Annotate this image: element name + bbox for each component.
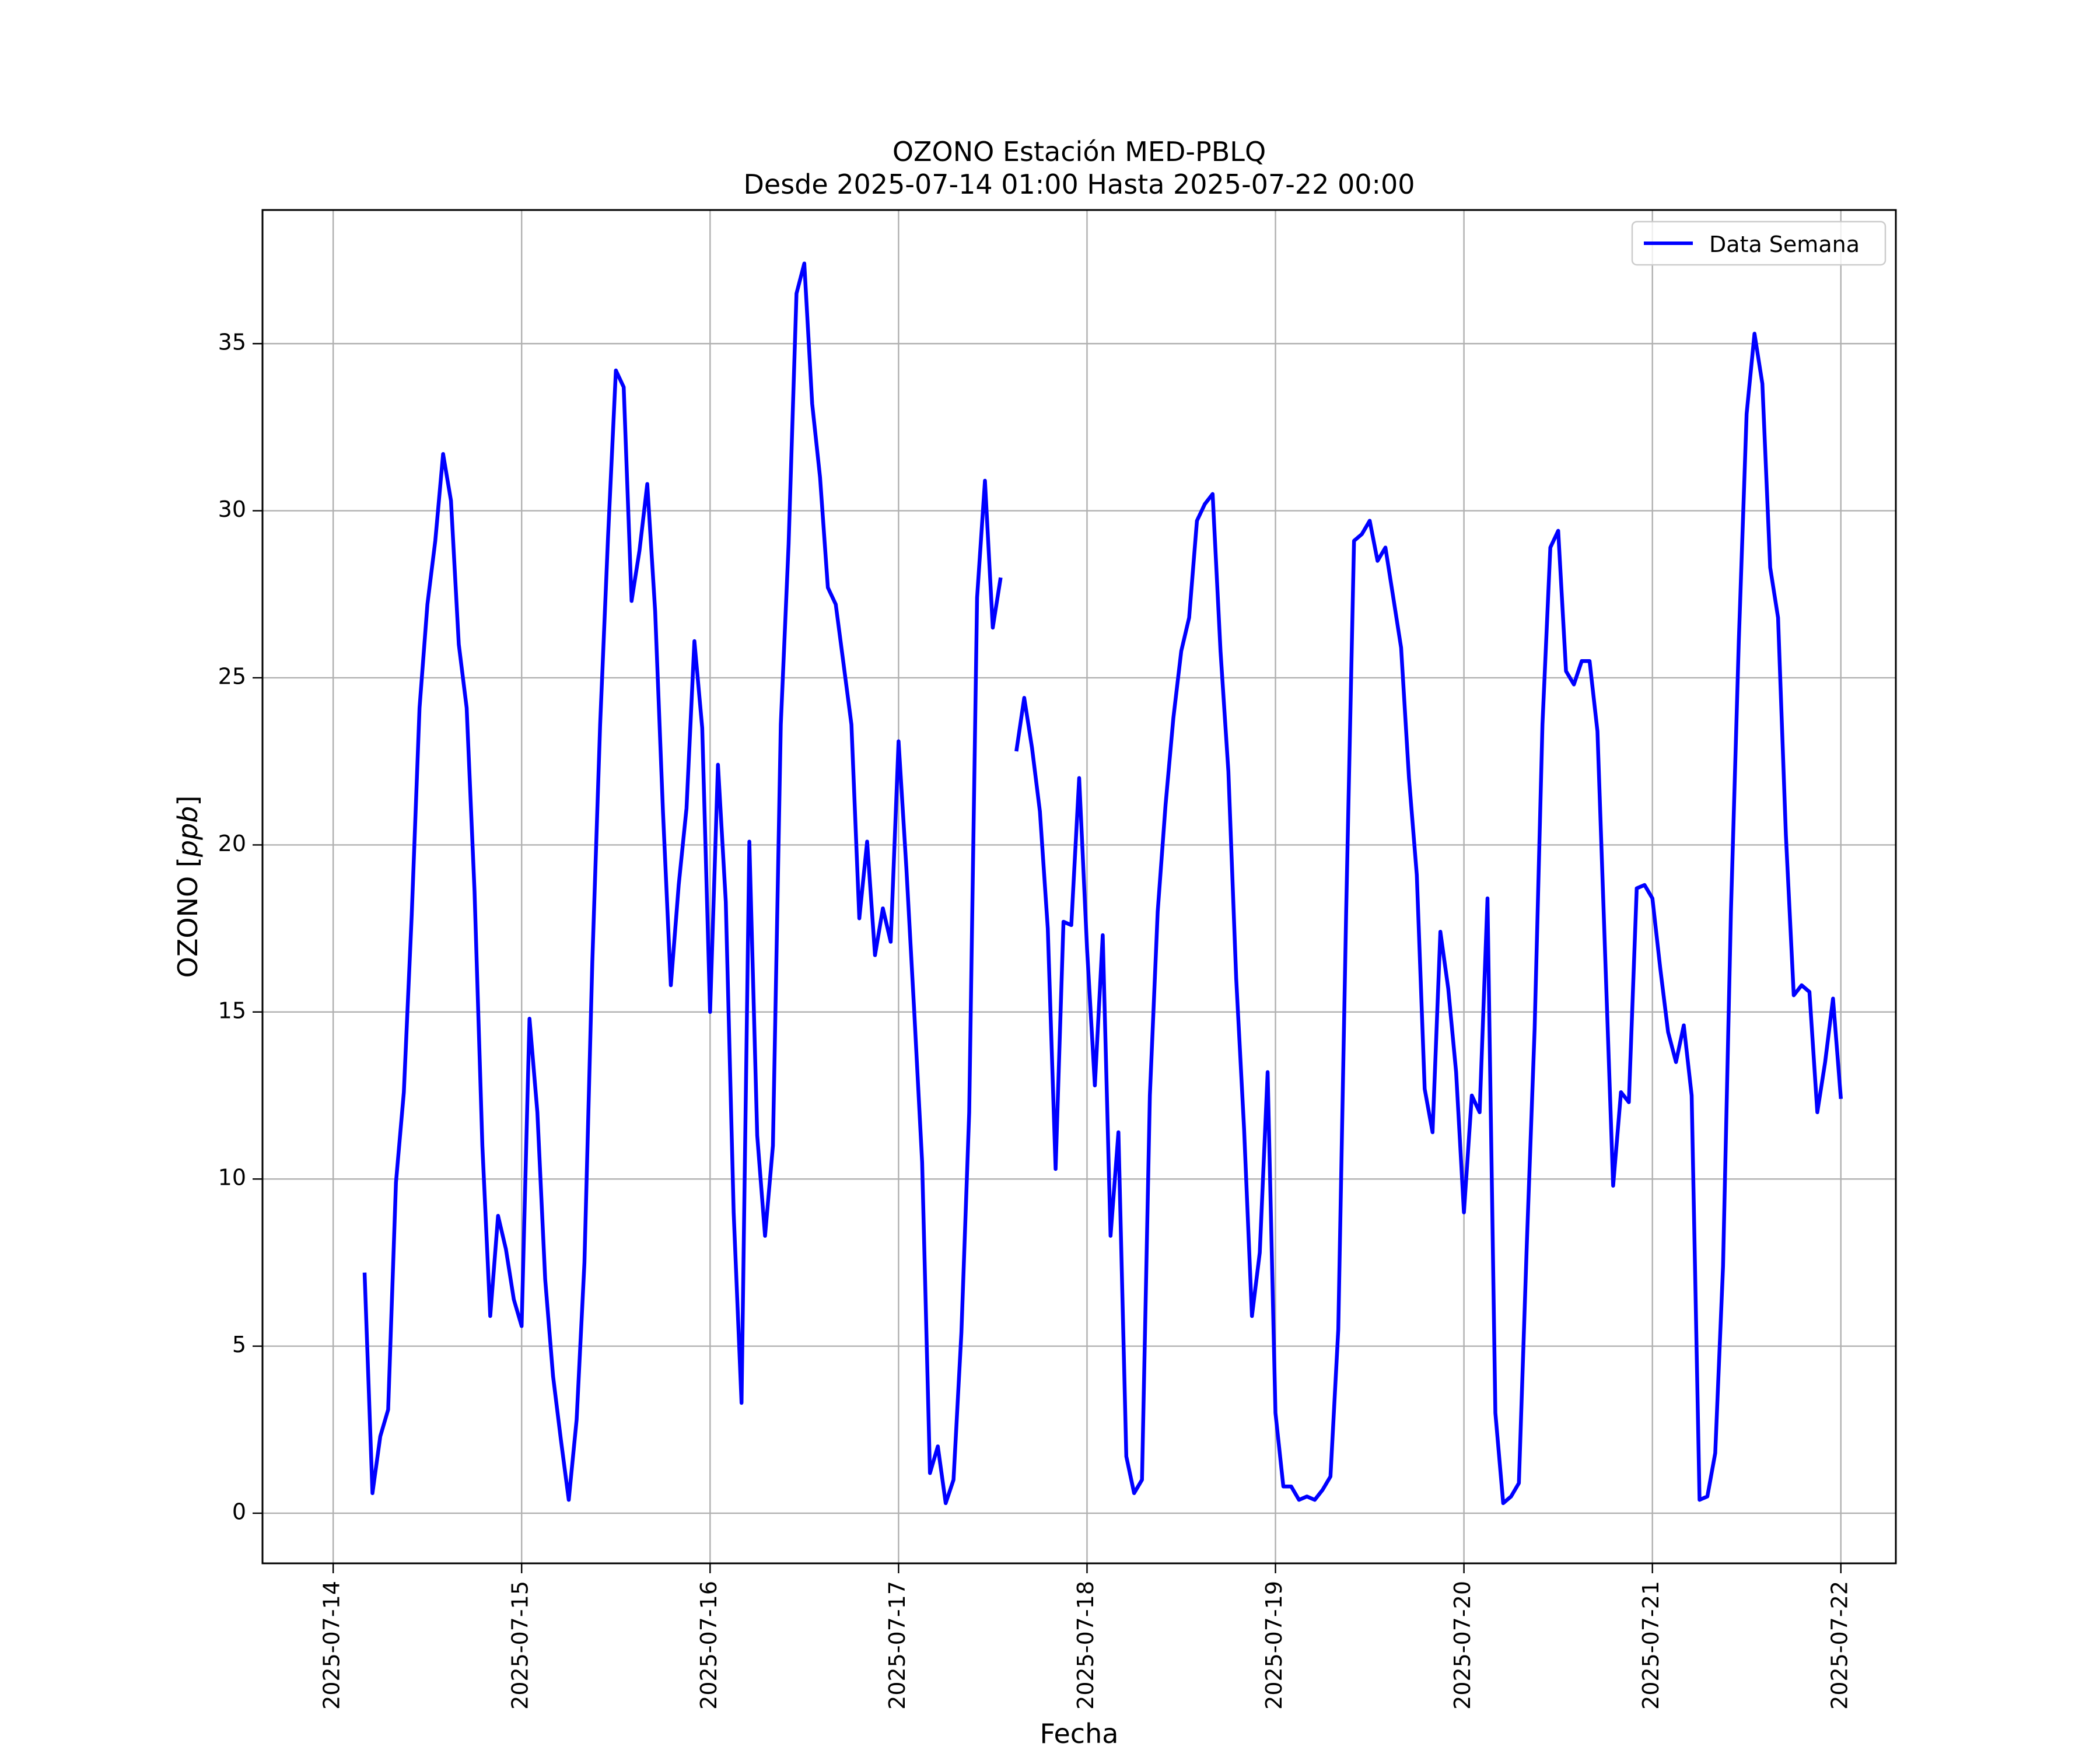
- y-axis-label: OZONO [ppb]: [172, 796, 204, 978]
- plot-area-frame: [261, 209, 1897, 1564]
- grid-lines: [262, 210, 1896, 1563]
- legend-box: [1631, 220, 1887, 266]
- chart-title: OZONO Estación MED-PBLQ: [892, 136, 1266, 167]
- x-tick-label: 2025-07-16: [696, 1581, 722, 1710]
- y-axis-label-suffix: ]: [172, 796, 204, 806]
- y-tick-label: 20: [218, 831, 246, 856]
- y-tick-label: 10: [218, 1165, 246, 1191]
- y-tick-label: 25: [218, 663, 246, 689]
- y-tick-label: 35: [218, 330, 246, 355]
- y-tick-label: 0: [232, 1499, 246, 1525]
- x-tick-label: 2025-07-22: [1826, 1581, 1852, 1710]
- series-line-segment: [1014, 331, 1843, 1506]
- x-tick-label: 2025-07-15: [508, 1581, 533, 1710]
- x-tick-label: 2025-07-19: [1261, 1581, 1287, 1710]
- series-line-segment: [362, 261, 1003, 1506]
- axis-ticks: 2025-07-14 2025-07-15 2025-07-16 2025-07-17…: [218, 330, 1853, 1710]
- legend: Data Semana: [1631, 220, 1887, 266]
- y-tick-label: 15: [218, 998, 246, 1023]
- y-axis-label-unit: ppb: [172, 806, 204, 858]
- x-tick-label: 2025-07-14: [319, 1581, 345, 1710]
- series-lines: [362, 261, 1843, 1506]
- x-tick-label: 2025-07-20: [1450, 1581, 1475, 1710]
- x-tick-label: 2025-07-21: [1638, 1581, 1664, 1710]
- x-tick-label: 2025-07-17: [884, 1581, 910, 1710]
- x-axis-label: Fecha: [1040, 1718, 1119, 1749]
- x-tick-label: 2025-07-18: [1073, 1581, 1098, 1710]
- chart-subtitle: Desde 2025-07-14 01:00 Hasta 2025-07-22 …: [743, 169, 1415, 200]
- y-tick-label: 30: [218, 496, 246, 522]
- y-tick-label: 5: [232, 1332, 246, 1357]
- y-axis-label-prefix: OZONO [: [172, 857, 204, 978]
- legend-label: Data Semana: [1709, 232, 1860, 257]
